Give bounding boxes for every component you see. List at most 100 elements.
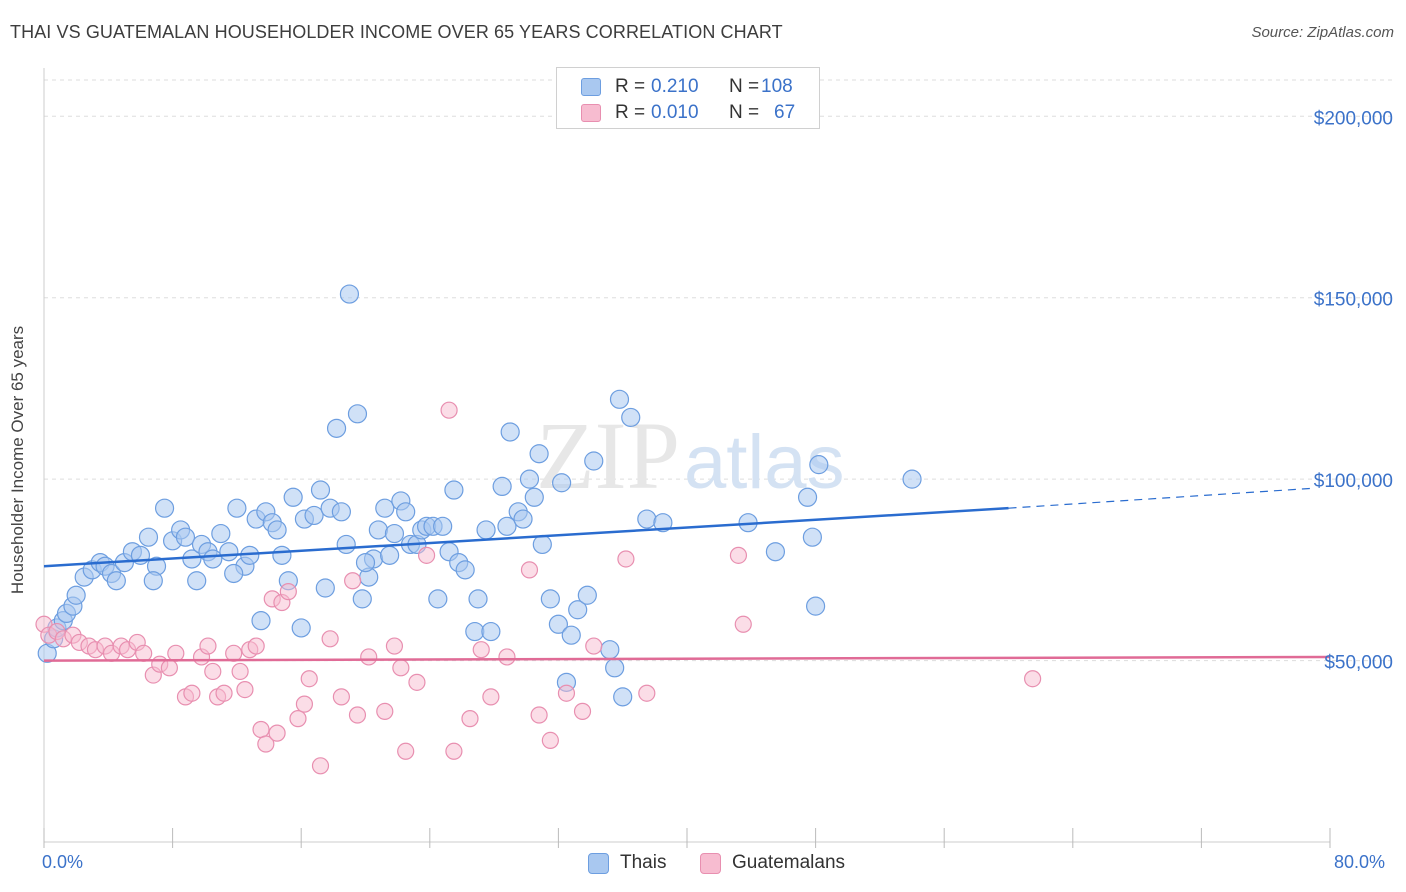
thais-point <box>336 534 356 555</box>
thais-point <box>797 487 818 507</box>
thais-point <box>331 502 351 522</box>
thais-point <box>444 480 464 500</box>
thais-point <box>519 469 540 489</box>
source-note: Source: ZipAtlas.com <box>1251 24 1394 41</box>
guatemalans-point <box>199 637 217 655</box>
guatemalans-point <box>225 644 243 662</box>
guatemalans-point <box>252 720 270 739</box>
guatemalans-point <box>557 684 576 702</box>
thais-point <box>605 658 625 678</box>
thais-point <box>267 520 287 540</box>
thais-point <box>224 563 244 584</box>
guatemalans-point <box>734 615 752 633</box>
y-tick-label-3: $200,000 <box>1314 108 1393 129</box>
thais-point <box>154 498 175 518</box>
thais-point <box>613 687 633 707</box>
guatemalans-point <box>573 702 592 720</box>
guatemalans-point <box>498 648 516 666</box>
thais-point <box>203 549 223 569</box>
thais-point <box>310 480 331 500</box>
thais-point <box>315 578 335 598</box>
guatemalans-point <box>311 757 330 775</box>
guatemalans-point <box>585 637 603 655</box>
thais-trend-line <box>43 506 1009 568</box>
legend-r-value: 0.010 <box>651 102 699 123</box>
thais-point <box>609 389 630 409</box>
thais-point <box>765 542 786 562</box>
y-tick-label-2: $150,000 <box>1314 290 1393 311</box>
thais-point <box>492 476 512 496</box>
guatemalans-point <box>440 401 458 419</box>
guatemalans-point <box>344 572 362 590</box>
thais-point <box>481 621 501 642</box>
guatemalans-point <box>204 662 222 681</box>
legend-swatch-guatemalans <box>581 104 601 122</box>
thais-point <box>291 618 311 638</box>
thais-point <box>138 527 159 547</box>
trend-lines <box>43 487 1331 662</box>
thais-point <box>219 542 239 562</box>
thais-trend-extension <box>1008 487 1314 509</box>
thais-point <box>455 560 475 580</box>
thais-point <box>66 585 86 605</box>
correlation-legend: R = 0.210 N = 108 R = 0.010 N = 67 <box>556 67 820 129</box>
guatemalans-point <box>183 684 201 702</box>
thais-point <box>396 502 416 522</box>
legend-n-label: N = <box>729 102 760 123</box>
guatemalans-trend-line <box>43 655 1331 662</box>
guatemalans-point <box>289 710 307 728</box>
guatemalans-point <box>167 644 185 662</box>
thais-point <box>561 625 581 645</box>
thais-point <box>476 520 496 540</box>
legend-n-value: 67 <box>774 102 796 123</box>
guatemalans-point <box>482 688 500 706</box>
thais-point <box>653 513 673 533</box>
thais-point <box>540 589 560 609</box>
thais-point <box>326 418 347 438</box>
axes <box>43 68 1331 848</box>
thais-point <box>600 640 620 660</box>
watermark: ZIP atlas <box>536 402 845 509</box>
thais-point <box>468 589 488 609</box>
guatemalans-point <box>376 702 394 720</box>
thais-point <box>584 451 604 471</box>
thais-point <box>106 571 126 591</box>
thais-point <box>497 516 517 536</box>
guatemalans-point <box>236 680 254 699</box>
guatemalans-point <box>461 710 479 728</box>
thais-point <box>621 407 641 428</box>
guatemalans-point <box>247 637 265 655</box>
thais-point <box>187 571 207 591</box>
guatemalans-point <box>231 662 249 681</box>
y-tick-label-1: $100,000 <box>1314 471 1393 492</box>
thais-point <box>568 600 588 620</box>
guatemalans-point <box>417 546 436 564</box>
guatemalans-point <box>638 684 656 702</box>
guatemalans-point <box>295 695 314 713</box>
legend-r-value: 0.210 <box>651 76 699 97</box>
guatemalans-point <box>729 546 748 564</box>
y-axis-label: Householder Income Over 65 years <box>8 325 27 595</box>
y-tick-label-0: $50,000 <box>1324 653 1393 674</box>
thais-point <box>272 545 292 565</box>
thais-point <box>529 444 549 464</box>
thais-point <box>465 621 485 642</box>
thais-point <box>524 487 544 507</box>
bottom-legend-label-thais: Thais <box>620 852 667 873</box>
guatemalans-point <box>445 742 463 760</box>
guatemalans-point <box>392 659 410 677</box>
thais-point <box>368 520 388 540</box>
legend-n-label: N = <box>729 76 760 97</box>
thais-point <box>802 527 822 547</box>
thais-point <box>513 509 533 529</box>
thais-point <box>375 498 395 518</box>
thais-point <box>352 589 372 609</box>
bottom-legend-label-guatemalans: Guatemalans <box>732 852 846 873</box>
guatemalans-point <box>257 735 275 753</box>
thais-point <box>384 523 405 544</box>
legend-r-label: R = <box>615 76 646 97</box>
x-tick-label-max: 80.0% <box>1334 852 1386 872</box>
thais-point <box>532 534 552 555</box>
thais-point <box>902 469 922 489</box>
